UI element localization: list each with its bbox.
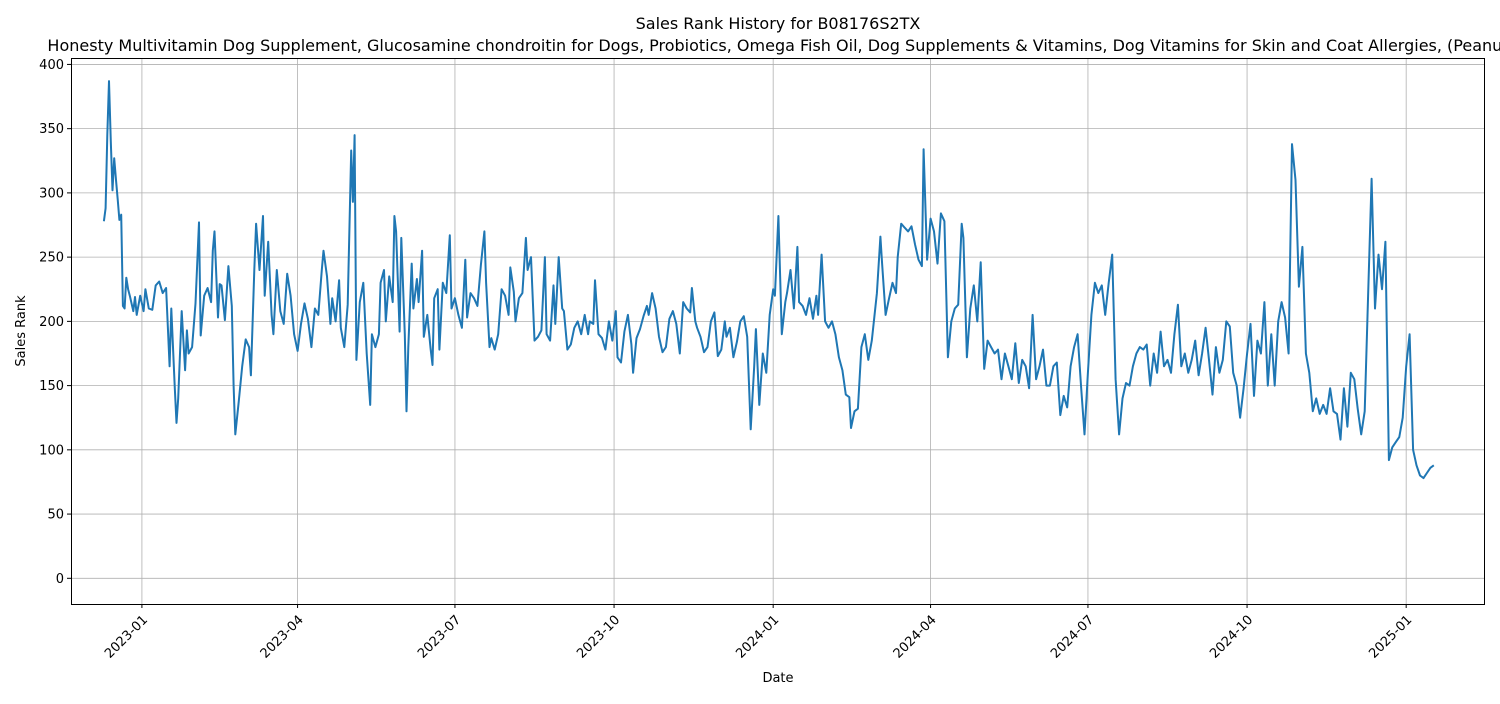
y-tick-label: 150: [39, 379, 64, 394]
chart-title: Sales Rank History for B08176S2TX: [636, 14, 921, 33]
y-tick-label: 350: [39, 122, 64, 137]
series-line-0: [102, 80, 1435, 480]
chart-subtitle: Honesty Multivitamin Dog Supplement, Glu…: [47, 36, 1500, 55]
y-axis-label: Sales Rank: [14, 295, 29, 367]
plot-frame: [71, 58, 1485, 605]
y-tick-label: 200: [39, 315, 64, 330]
y-tick-label: 400: [39, 58, 64, 73]
y-tick-label: 0: [56, 572, 64, 587]
series-layer: [102, 80, 1435, 480]
x-axis-label: Date: [762, 671, 793, 686]
y-tick-label: 300: [39, 186, 64, 201]
y-tick-label: 50: [47, 508, 64, 523]
y-tick-label: 250: [39, 251, 64, 266]
y-axis: 0 50 100 150 200 250 300 350 400: [39, 58, 71, 587]
y-tick-label: 100: [39, 443, 64, 458]
